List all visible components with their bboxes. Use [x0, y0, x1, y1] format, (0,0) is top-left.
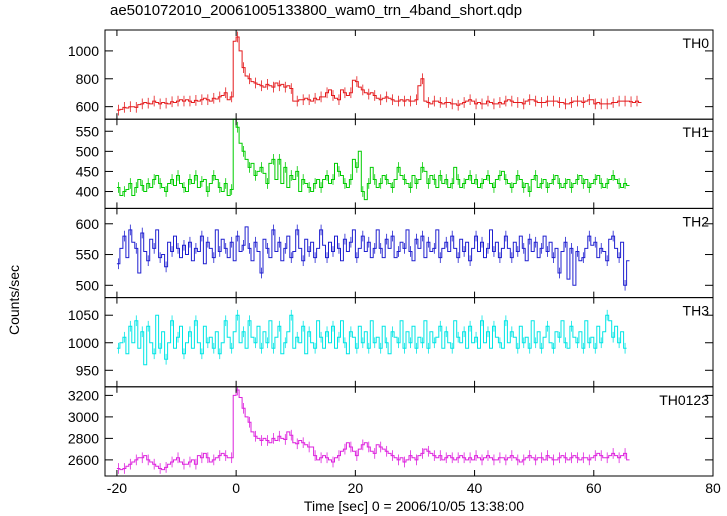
x-tick-label: 80 — [705, 480, 721, 496]
panel-label-th0: TH0 — [683, 35, 710, 51]
panel-label-th3: TH3 — [683, 303, 710, 319]
panel-label-th1: TH1 — [683, 124, 710, 140]
y-tick-label: 600 — [76, 99, 100, 115]
y-tick-label: 1000 — [68, 43, 99, 59]
series-line-th0 — [116, 36, 642, 111]
y-tick-label: 1000 — [68, 335, 99, 351]
y-tick-label: 600 — [76, 216, 100, 232]
series-line-th0123 — [116, 389, 630, 471]
panel-frame-th0123 — [104, 386, 714, 477]
y-tick-label: 450 — [76, 163, 100, 179]
panel-frame-th0 — [104, 29, 714, 120]
y-tick-label: 3200 — [68, 387, 99, 403]
panel-frame-th1 — [104, 118, 714, 209]
x-tick-label: 0 — [232, 480, 240, 496]
x-axis-label: Time [sec] 0 = 2006/10/05 13:38:00 — [303, 498, 525, 514]
panel-label-th2: TH2 — [683, 213, 710, 229]
y-tick-label: 2800 — [68, 430, 99, 446]
y-tick-label: 500 — [76, 143, 100, 159]
x-tick-label: 60 — [586, 480, 602, 496]
series-line-th3 — [116, 314, 627, 366]
y-tick-label: 500 — [76, 277, 100, 293]
x-tick-label: 20 — [348, 480, 364, 496]
chart-title: ae501072010_20061005133800_wam0_trn_4ban… — [110, 2, 523, 19]
x-tick-label: -20 — [107, 480, 127, 496]
y-tick-label: 550 — [76, 123, 100, 139]
y-tick-label: 400 — [76, 184, 100, 200]
y-tick-label: 550 — [76, 247, 100, 263]
y-tick-label: 1050 — [68, 307, 99, 323]
y-tick-label: 950 — [76, 362, 100, 378]
y-tick-label: 2600 — [68, 452, 99, 468]
y-tick-label: 800 — [76, 71, 100, 87]
x-tick-label: 40 — [467, 480, 483, 496]
y-tick-label: 3000 — [68, 409, 99, 425]
series-line-th2 — [116, 226, 630, 286]
panel-label-th0123: TH0123 — [659, 392, 709, 408]
series-line-th1 — [116, 118, 630, 201]
